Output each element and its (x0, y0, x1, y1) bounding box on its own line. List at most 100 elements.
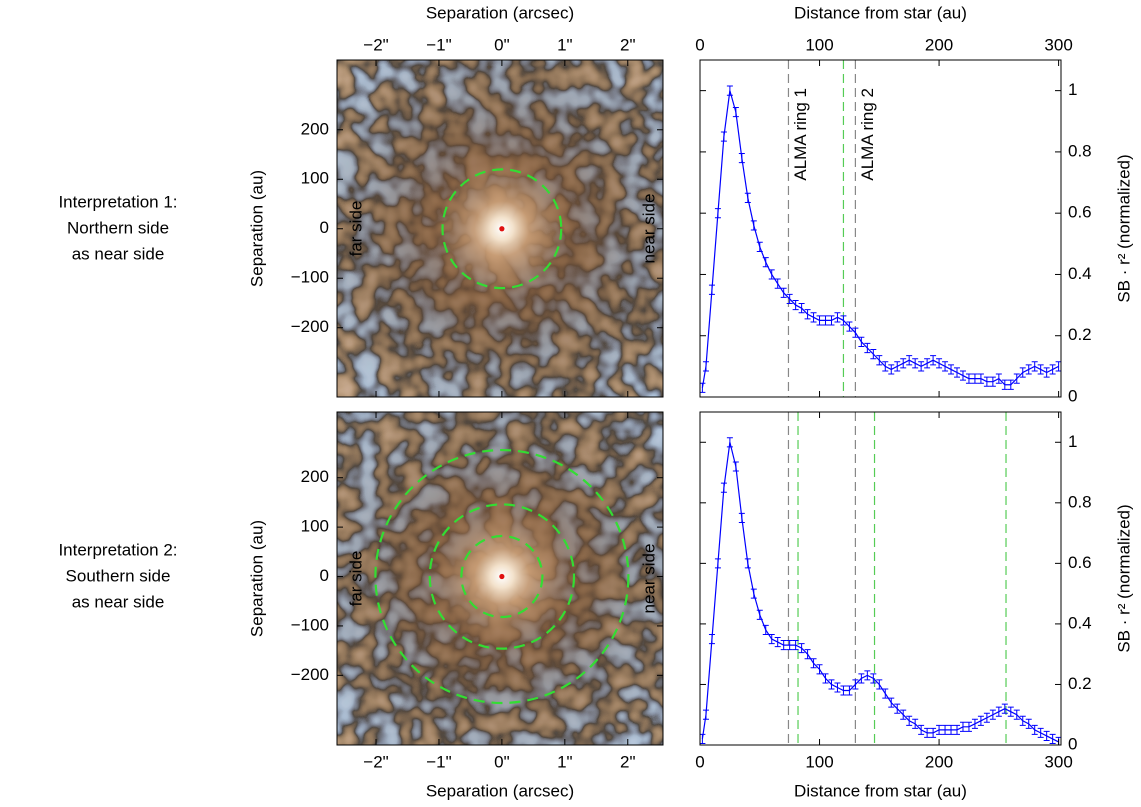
panel: 0 0.2 0.4 0.6 0.8 1 SB · r² (normalized) 0 100 20… (695, 411, 1133, 800)
error-bar (965, 373, 972, 384)
error-bar (930, 727, 937, 738)
y-tick-label: −200 (291, 317, 329, 336)
error-bar (780, 287, 787, 298)
error-bar (828, 679, 835, 690)
error-bar (1007, 379, 1014, 390)
error-bar (738, 512, 745, 523)
error-bar (954, 724, 961, 735)
error-bar (912, 718, 919, 729)
error-bar (786, 640, 793, 651)
error-bar (876, 679, 883, 690)
y-tick-label: 0.2 (1068, 325, 1092, 344)
error-bar (714, 208, 721, 219)
error-bar (870, 349, 877, 360)
y-tick-label: 0.4 (1068, 264, 1092, 283)
error-bar (1019, 715, 1026, 726)
error-bar (702, 709, 709, 720)
error-bar (959, 721, 966, 732)
x-tick-label: 300 (1044, 752, 1072, 771)
error-bar (828, 315, 835, 326)
x-tick-label: 1" (557, 752, 573, 771)
error-bar (1019, 367, 1026, 378)
row-label: Northern side (67, 218, 169, 237)
error-bar (750, 220, 757, 231)
error-bar (1001, 703, 1008, 714)
error-bar (702, 361, 709, 372)
error-bar (882, 361, 889, 372)
y-tick-label: −200 (291, 665, 329, 684)
x-tick-label: 2" (620, 35, 636, 54)
panel: far side near side 200 100 0 −100 −200 Separati… (247, 411, 664, 800)
panel: far side near side 200 100 0 −100 −200 Separati… (247, 3, 664, 398)
error-bar (792, 640, 799, 651)
error-bar (720, 131, 727, 142)
error-bar (1013, 709, 1020, 720)
error-bar (1031, 724, 1038, 735)
error-bar (971, 718, 978, 729)
error-bar (948, 364, 955, 375)
error-bar (858, 673, 865, 684)
error-bar (977, 373, 984, 384)
profile-line (701, 90, 1059, 388)
error-bar (959, 370, 966, 381)
error-bar (906, 355, 913, 366)
x-tick-label: −1" (426, 752, 451, 771)
error-bar (894, 361, 901, 372)
error-bar (1001, 379, 1008, 390)
x-tick-label: −2" (363, 752, 388, 771)
error-bar (995, 373, 1002, 384)
error-bar (918, 724, 925, 735)
x-tick-label: 100 (805, 35, 833, 54)
plot-area (337, 412, 663, 745)
error-bar (983, 376, 990, 387)
x-tick-label: −2" (363, 35, 388, 54)
y-tick-label: −100 (291, 615, 329, 634)
error-bar (942, 724, 949, 735)
x-tick-label: 100 (805, 752, 833, 771)
error-bar (900, 709, 907, 720)
ring (428, 503, 576, 650)
plot-frame (699, 59, 1062, 398)
error-bar (870, 673, 877, 684)
error-bar (846, 685, 853, 696)
error-bar (995, 706, 1002, 717)
error-bar (762, 257, 769, 268)
x-axis-title: Distance from star (au) (794, 781, 967, 800)
error-bar (1049, 733, 1056, 744)
x-tick-label: −1" (426, 35, 451, 54)
error-bar (834, 312, 841, 323)
disk-glow (337, 412, 663, 745)
side-annotation: far side (346, 201, 365, 257)
error-bar (906, 715, 913, 726)
error-bar (1043, 367, 1050, 378)
error-bar (822, 673, 829, 684)
error-bar (708, 284, 715, 295)
error-bar (768, 634, 775, 645)
error-bar (942, 361, 949, 372)
side-annotation: near side (639, 544, 658, 614)
plot-area (700, 60, 1061, 397)
error-bar (989, 709, 996, 720)
x-tick-label: 200 (925, 752, 953, 771)
error-bar (750, 588, 757, 599)
y-tick-label: 0 (320, 566, 329, 585)
error-bar (798, 643, 805, 654)
x-tick-label: 200 (925, 35, 953, 54)
x-axis-title: Separation (arcsec) (426, 3, 574, 22)
error-bar (1025, 718, 1032, 729)
error-bar (1049, 364, 1056, 375)
error-bar (816, 664, 823, 675)
y-tick-label: 0.6 (1068, 553, 1092, 572)
error-bar (726, 437, 733, 448)
error-bar (858, 336, 865, 347)
star (499, 226, 505, 232)
row-label: Southern side (66, 566, 171, 585)
error-bar (732, 461, 739, 472)
error-bar (852, 679, 859, 690)
x-tick-label: 0 (695, 752, 704, 771)
error-bar (1031, 361, 1038, 372)
ring (374, 448, 630, 705)
plot-area (700, 412, 1061, 745)
error-bar (971, 373, 978, 384)
